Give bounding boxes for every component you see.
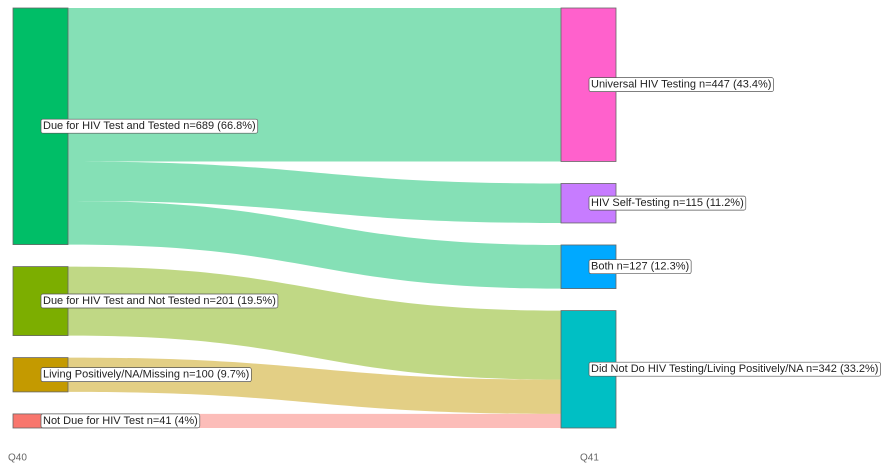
node-label-group: HIV Self-Testing n=115 (11.2%) bbox=[588, 195, 747, 211]
label-box bbox=[588, 77, 774, 92]
node-label: Due for HIV Test and Tested n=689 (66.8%… bbox=[43, 120, 256, 132]
label-box bbox=[588, 361, 881, 377]
node-label: Living Positively/NA/Missing n=100 (9.7%… bbox=[43, 369, 249, 381]
node-label: Not Due for HIV Test n=41 (4%) bbox=[43, 415, 198, 427]
link bbox=[68, 161, 561, 223]
node-label-group: Both n=127 (12.3%) bbox=[588, 259, 692, 275]
label-box bbox=[40, 118, 259, 134]
column-label: Q40 bbox=[8, 453, 27, 464]
node-label-group: Due for HIV Test and Tested n=689 (66.8%… bbox=[40, 118, 259, 134]
node-label-group: Did Not Do HIV Testing/Living Positively… bbox=[588, 361, 881, 377]
node-label: Due for HIV Test and Not Tested n=201 (1… bbox=[43, 295, 276, 307]
label-box bbox=[588, 259, 692, 275]
link bbox=[68, 200, 561, 289]
node-label: Did Not Do HIV Testing/Living Positively… bbox=[591, 363, 878, 375]
node-label-group: Universal HIV Testing n=447 (43.4%) bbox=[588, 77, 774, 92]
node-label-group: Living Positively/NA/Missing n=100 (9.7%… bbox=[40, 367, 252, 383]
node-label: Universal HIV Testing n=447 (43.4%) bbox=[591, 79, 771, 91]
node-label: HIV Self-Testing n=115 (11.2%) bbox=[591, 197, 744, 209]
label-box bbox=[40, 367, 252, 383]
node-label: Both n=127 (12.3%) bbox=[591, 261, 689, 273]
node-label-group: Not Due for HIV Test n=41 (4%) bbox=[40, 413, 201, 429]
label-box bbox=[40, 413, 201, 429]
label-box bbox=[40, 293, 279, 309]
node-label-group: Due for HIV Test and Not Tested n=201 (1… bbox=[40, 293, 279, 309]
label-box bbox=[588, 195, 747, 211]
links bbox=[68, 8, 561, 428]
column-label: Q41 bbox=[580, 453, 599, 464]
link bbox=[68, 8, 561, 162]
